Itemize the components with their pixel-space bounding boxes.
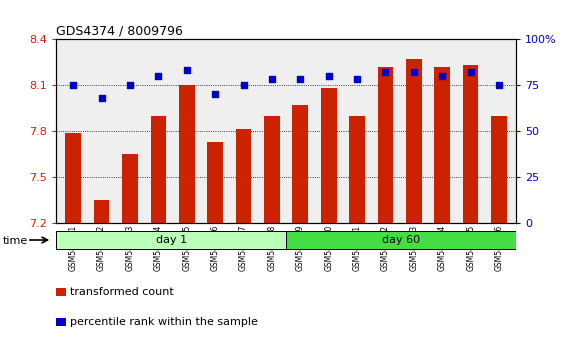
Bar: [179, 85, 195, 223]
Point: [182, 67, 191, 73]
Bar: [463, 65, 479, 223]
Text: day 1: day 1: [155, 235, 187, 245]
Point: [239, 82, 248, 88]
Point: [324, 73, 333, 79]
Text: time: time: [3, 236, 28, 246]
Point: [210, 91, 219, 97]
Bar: [150, 116, 166, 223]
FancyBboxPatch shape: [56, 231, 286, 249]
Text: GDS4374 / 8009796: GDS4374 / 8009796: [56, 25, 183, 38]
Text: transformed count: transformed count: [70, 287, 174, 297]
Point: [68, 82, 77, 88]
Bar: [94, 200, 109, 223]
Point: [353, 76, 362, 82]
Bar: [65, 132, 81, 223]
FancyBboxPatch shape: [286, 231, 516, 249]
Point: [126, 82, 135, 88]
Point: [495, 82, 504, 88]
Bar: [208, 142, 223, 223]
Bar: [378, 67, 393, 223]
Point: [268, 76, 277, 82]
Bar: [292, 105, 308, 223]
Point: [438, 73, 447, 79]
Point: [466, 69, 475, 75]
Point: [410, 69, 419, 75]
Bar: [321, 88, 337, 223]
Point: [97, 95, 106, 101]
Bar: [236, 130, 251, 223]
Bar: [122, 154, 138, 223]
Point: [154, 73, 163, 79]
Point: [296, 76, 305, 82]
Text: day 60: day 60: [382, 235, 420, 245]
Bar: [491, 116, 507, 223]
Bar: [350, 116, 365, 223]
Point: [381, 69, 390, 75]
Bar: [264, 116, 280, 223]
Text: percentile rank within the sample: percentile rank within the sample: [70, 317, 258, 327]
Bar: [406, 59, 422, 223]
Bar: [434, 67, 450, 223]
